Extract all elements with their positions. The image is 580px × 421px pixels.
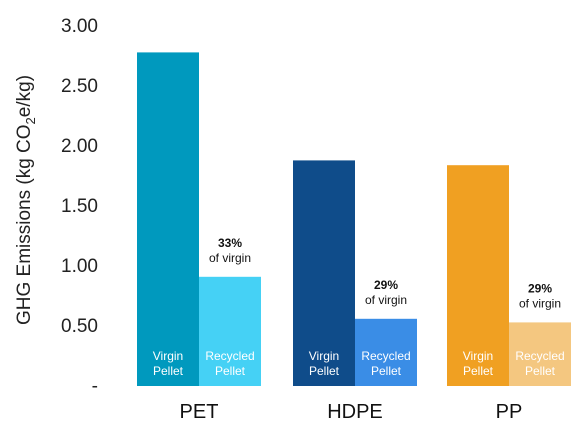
category-label-hdpe: HDPE	[327, 401, 383, 421]
y-tick-label: 2.50	[61, 76, 98, 97]
annotation-text: of virgin	[519, 296, 561, 310]
y-tick-label: 1.50	[61, 196, 98, 217]
annotation-percent: 33%	[218, 236, 242, 250]
y-axis-label-unit: e/kg)	[14, 75, 35, 117]
annotation-text: of virgin	[209, 251, 251, 265]
bar-virgin-pp	[447, 165, 509, 386]
bar-recycled-pet	[199, 276, 261, 386]
y-tick-label: 1.00	[61, 256, 98, 277]
y-axis-label: GHG Emissions (kg CO2e/kg)	[14, 75, 38, 325]
bar-inner-label: Virgin	[309, 349, 339, 363]
bar-inner-label: Pellet	[215, 364, 246, 378]
bar-inner-label: Recycled	[515, 349, 564, 363]
bar-inner-label: Virgin	[153, 349, 183, 363]
bar-virgin-pet	[137, 52, 199, 387]
bar-inner-label: Virgin	[463, 349, 493, 363]
category-label-pet: PET	[180, 401, 219, 421]
y-axis-label-subscript: 2	[23, 117, 38, 124]
y-axis-label-main: GHG Emissions (kg CO	[14, 124, 35, 325]
bar-virgin-hdpe	[293, 160, 355, 386]
bar-inner-label: Recycled	[361, 349, 410, 363]
bar-recycled-hdpe	[355, 318, 417, 386]
category-label-pp: PP	[496, 401, 523, 421]
category-labels: PET HDPE PP	[180, 401, 523, 421]
bar-inner-label: Pellet	[463, 364, 494, 378]
annotation-text: of virgin	[365, 293, 407, 307]
bar-inner-label: Recycled	[205, 349, 254, 363]
y-tick-label: 0.50	[61, 316, 98, 337]
y-tick-label: -	[92, 376, 98, 397]
bar-inner-label: Pellet	[153, 364, 184, 378]
y-tick-label: 3.00	[61, 16, 98, 37]
y-tick-label: 2.00	[61, 136, 98, 157]
bar-inner-label: Pellet	[309, 364, 340, 378]
y-axis-ticks: - 0.50 1.00 1.50 2.00 2.50 3.00	[61, 16, 98, 397]
annotation-percent: 29%	[374, 278, 398, 292]
annotation-percent: 29%	[528, 281, 552, 295]
bar-recycled-pp	[509, 322, 571, 386]
bar-inner-label: Pellet	[525, 364, 556, 378]
bar-inner-label: Pellet	[371, 364, 402, 378]
